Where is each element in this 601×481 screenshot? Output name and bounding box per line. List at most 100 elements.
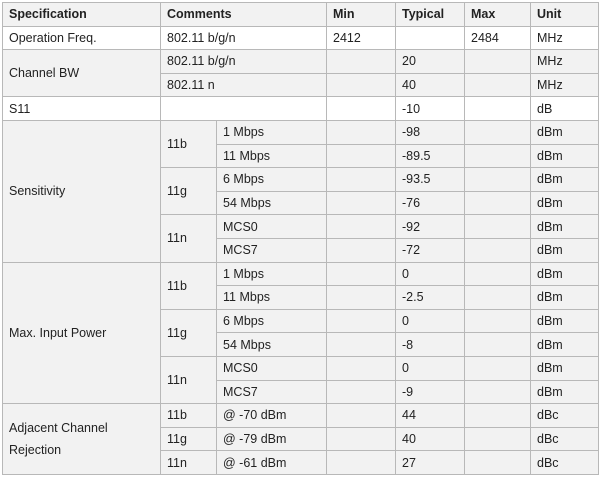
mode-cell: 11g [160,308,217,357]
table-row: 11g @ -79 dBm 40 dBc [3,426,599,452]
header-specification: Specification [2,2,161,27]
typical-cell: -10 [395,96,465,121]
typical-cell: 20 [395,49,465,74]
typical-cell: 27 [395,450,465,475]
mode-cell: 11g [160,167,217,216]
comment-cell [160,96,327,121]
unit-cell: MHz [530,25,599,51]
unit-cell: dBc [530,403,599,428]
max-cell [464,261,531,287]
table-row: 54 Mbps -8 dBm [3,332,599,357]
min-cell [326,355,396,381]
table-row: Operation Freq. 802.11 b/g/n 2412 2484 M… [2,25,599,51]
unit-cell: dBm [530,237,599,263]
typical-cell: -89.5 [395,143,465,169]
header-comments: Comments [160,2,327,27]
max-cell [464,72,531,98]
max-cell [464,167,531,192]
max-cell [464,355,531,381]
table-row: 11 Mbps -89.5 dBm [3,143,599,169]
typical-cell: -76 [395,190,465,216]
mode-cell: 11b [160,119,217,169]
unit-cell: dB [530,96,599,121]
min-cell [326,72,396,98]
min-cell [326,308,396,334]
rate-cell: MCS0 [216,214,327,239]
max-cell [464,119,531,145]
spec-s11: S11 [2,96,161,121]
min-cell [326,285,396,310]
rate-cell: 54 Mbps [216,190,327,216]
header-row: Specification Comments Min Typical Max U… [2,2,599,27]
spec-channel-bw: Channel BW [2,49,161,98]
condition-cell: @ -79 dBm [216,426,327,452]
table-row: 11g 6 Mbps 0 dBm [3,308,599,357]
unit-cell: dBm [530,261,599,287]
unit-cell: dBm [530,190,599,216]
min-cell [326,379,396,405]
unit-cell: dBm [530,355,599,381]
max-cell [464,450,531,475]
spec-sensitivity: Sensitivity [2,119,161,263]
table-row: 11n MCS0 0 dBm [3,355,599,405]
table-row: 802.11 n 40 MHz [3,72,599,98]
typical-cell: -72 [395,237,465,263]
mode-cell: 11n [160,214,217,263]
typical-cell: 0 [395,355,465,381]
typical-cell: 44 [395,403,465,428]
unit-cell: dBc [530,450,599,475]
min-cell [326,119,396,145]
max-cell [464,143,531,169]
typical-cell: 40 [395,72,465,98]
typical-cell: 40 [395,426,465,452]
max-cell [464,214,531,239]
min-cell [326,450,396,475]
condition-cell: @ -61 dBm [216,450,327,475]
min-cell [326,190,396,216]
table-row: Max. Input Power 11b 1 Mbps 0 dBm [2,261,599,405]
max-cell: 2484 [464,25,531,51]
table-row: Sensitivity 11b 1 Mbps -98 dBm [2,119,599,263]
min-cell [326,261,396,287]
typical-cell: -98 [395,119,465,145]
spec-line-1: Adjacent Channel [9,420,108,435]
min-cell [326,403,396,428]
table-row: 11n @ -61 dBm 27 dBc [3,450,599,475]
typical-cell: 0 [395,261,465,287]
rate-cell: MCS0 [216,355,327,381]
rate-cell: 6 Mbps [216,167,327,192]
mode-cell: 11b [160,403,217,428]
min-cell [326,143,396,169]
table-row: MCS7 -72 dBm [3,237,599,263]
min-cell [326,332,396,357]
rate-cell: 1 Mbps [216,261,327,287]
rate-cell: 1 Mbps [216,119,327,145]
max-cell [464,332,531,357]
header-max: Max [464,2,531,27]
rate-cell: MCS7 [216,237,327,263]
max-cell [464,308,531,334]
unit-cell: dBm [530,214,599,239]
rate-cell: 6 Mbps [216,308,327,334]
max-cell [464,49,531,74]
header-unit: Unit [530,2,599,27]
min-cell: 2412 [326,25,396,51]
table-row: 11g 6 Mbps -93.5 dBm [3,167,599,216]
max-cell [464,96,531,121]
header-typical: Typical [395,2,465,27]
typical-cell: 0 [395,308,465,334]
table-row: S11 -10 dB [2,96,599,121]
rate-cell: MCS7 [216,379,327,405]
rate-cell: 11 Mbps [216,285,327,310]
unit-cell: dBc [530,426,599,452]
spec-max-input-power: Max. Input Power [2,261,161,405]
rate-cell: 54 Mbps [216,332,327,357]
max-cell [464,190,531,216]
min-cell [326,167,396,192]
spec-table: Specification Comments Min Typical Max U… [2,2,599,475]
condition-cell: @ -70 dBm [216,403,327,428]
typical-cell: -93.5 [395,167,465,192]
unit-cell: dBm [530,143,599,169]
mode-cell: 11n [160,355,217,405]
mode-cell: 11n [160,450,217,475]
